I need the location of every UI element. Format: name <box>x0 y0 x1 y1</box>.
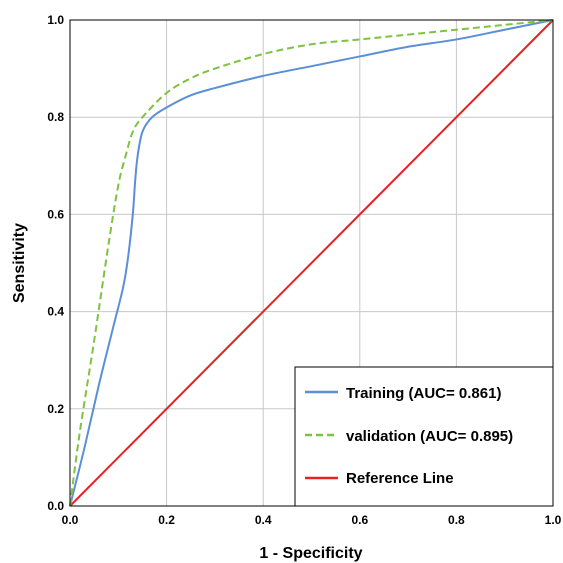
tick-labels: 0.0 0.2 0.4 0.6 0.8 1.0 0.0 0.2 0.4 0.6 0.8 1.0 <box>47 13 561 527</box>
y-axis-label: Sensitivity <box>11 223 28 303</box>
legend-label-validation: validation (AUC= 0.895) <box>346 428 513 445</box>
legend: Training (AUC= 0.861) validation (AUC= 0… <box>294 366 554 507</box>
x-axis-label: 1 - Specificity <box>259 545 362 562</box>
grid-lines <box>70 20 553 506</box>
x-tick-label: 0.8 <box>448 513 465 527</box>
series-lines <box>69 19 554 507</box>
x-tick-label: 0.2 <box>158 513 175 527</box>
legend-box <box>294 366 554 507</box>
y-tick-label: 0.0 <box>47 499 64 513</box>
x-tick-label: 0.0 <box>62 513 79 527</box>
series-line-validation <box>69 19 554 507</box>
x-tick-label: 1.0 <box>545 513 562 527</box>
series-line-training <box>69 19 554 507</box>
x-tick-label: 0.6 <box>351 513 368 527</box>
y-tick-label: 0.4 <box>47 305 64 319</box>
legend-label-reference: Reference Line <box>346 470 454 487</box>
y-tick-label: 0.2 <box>47 402 64 416</box>
legend-label-training: Training (AUC= 0.861) <box>346 385 501 402</box>
y-tick-label: 1.0 <box>47 13 64 27</box>
y-tick-label: 0.6 <box>47 207 64 221</box>
y-tick-label: 0.8 <box>47 110 64 124</box>
x-tick-label: 0.4 <box>255 513 272 527</box>
series-line-reference <box>69 19 554 507</box>
